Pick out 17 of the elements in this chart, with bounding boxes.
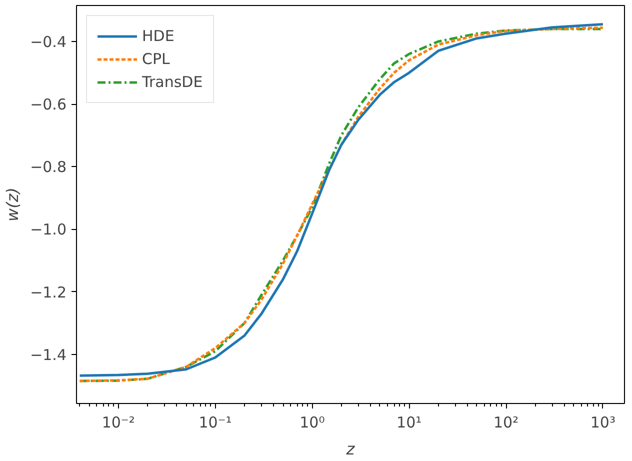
y-axis-title: w(z): [3, 188, 22, 222]
x-tick-label: 10³: [590, 414, 616, 432]
x-tick-label: 10⁻¹: [198, 414, 232, 432]
y-tick-label: −0.8: [30, 158, 67, 176]
legend-label: CPL: [142, 50, 170, 68]
x-tick-label: 10¹: [396, 414, 422, 432]
x-tick-label: 10²: [493, 414, 519, 432]
y-tick-label: −0.6: [30, 96, 67, 114]
y-tick-label: −0.4: [30, 32, 67, 51]
x-axis-title: z: [345, 440, 356, 458]
x-tick-label: 10⁻²: [102, 414, 135, 432]
legend-label: TransDE: [142, 73, 203, 91]
y-tick-label: −1.2: [30, 283, 67, 302]
legend-label: HDE: [142, 27, 174, 45]
y-tick-label: −1.0: [30, 220, 67, 239]
y-tick-label: −1.4: [30, 346, 67, 364]
x-tick-label: 10⁰: [300, 414, 325, 432]
